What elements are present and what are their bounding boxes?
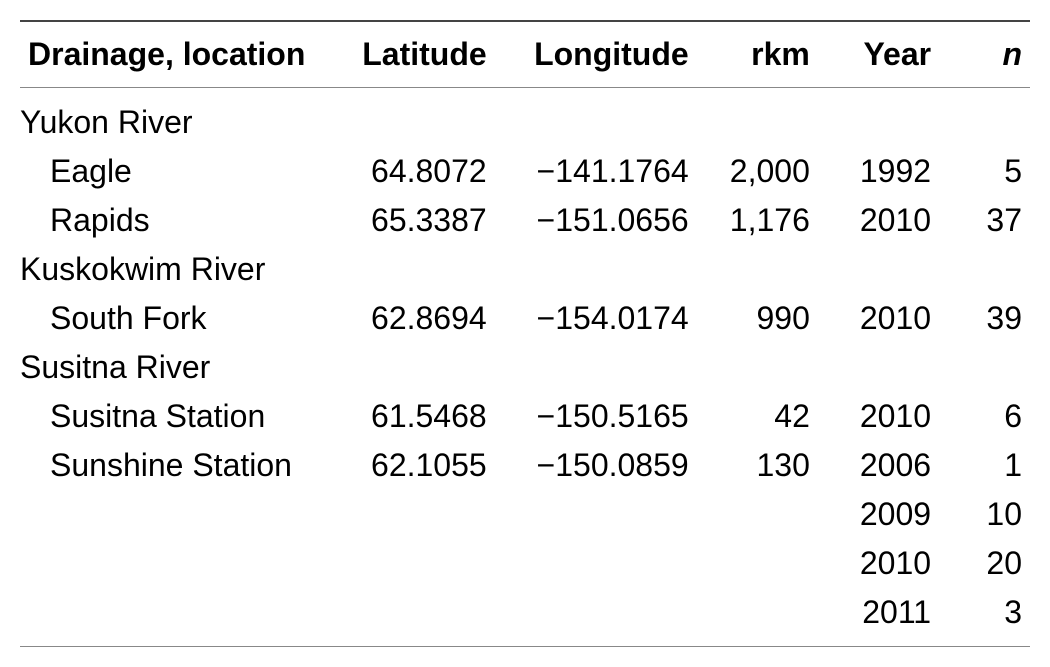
table-body: Yukon River Eagle 64.8072 −141.1764 2,00… (20, 88, 1030, 647)
col-header-year: Year (818, 21, 939, 88)
col-header-n: n (939, 21, 1030, 88)
table-row: Eagle 64.8072 −141.1764 2,000 1992 5 (20, 147, 1030, 196)
cell-year: 2010 (818, 392, 939, 441)
table-row: 2011 3 (20, 588, 1030, 637)
cell-n: 6 (939, 392, 1030, 441)
cell-longitude (495, 588, 697, 637)
cell-location (20, 588, 333, 637)
cell-latitude: 62.8694 (333, 294, 495, 343)
table-header: Drainage, location Latitude Longitude rk… (20, 21, 1030, 88)
cell-latitude: 62.1055 (333, 441, 495, 490)
table-row: Sunshine Station 62.1055 −150.0859 130 2… (20, 441, 1030, 490)
table-row: Susitna Station 61.5468 −150.5165 42 201… (20, 392, 1030, 441)
col-header-location: Drainage, location (20, 21, 333, 88)
cell-location: South Fork (20, 294, 333, 343)
col-header-latitude: Latitude (333, 21, 495, 88)
cell-n: 10 (939, 490, 1030, 539)
cell-rkm: 130 (697, 441, 818, 490)
data-table-container: Drainage, location Latitude Longitude rk… (20, 20, 1030, 647)
spacer-row (20, 88, 1030, 98)
cell-latitude: 61.5468 (333, 392, 495, 441)
cell-year: 1992 (818, 147, 939, 196)
cell-latitude: 65.3387 (333, 196, 495, 245)
spacer-row (20, 637, 1030, 647)
cell-n: 39 (939, 294, 1030, 343)
cell-location: Eagle (20, 147, 333, 196)
table-row: 2009 10 (20, 490, 1030, 539)
cell-rkm (697, 588, 818, 637)
cell-rkm: 2,000 (697, 147, 818, 196)
cell-rkm (697, 539, 818, 588)
cell-latitude: 64.8072 (333, 147, 495, 196)
cell-rkm (697, 490, 818, 539)
data-table: Drainage, location Latitude Longitude rk… (20, 20, 1030, 647)
cell-n: 37 (939, 196, 1030, 245)
table-group-row: Yukon River (20, 98, 1030, 147)
cell-longitude: −150.5165 (495, 392, 697, 441)
table-row: South Fork 62.8694 −154.0174 990 2010 39 (20, 294, 1030, 343)
cell-longitude (495, 539, 697, 588)
cell-longitude: −141.1764 (495, 147, 697, 196)
cell-location (20, 490, 333, 539)
cell-n: 1 (939, 441, 1030, 490)
group-label: Yukon River (20, 98, 1030, 147)
cell-latitude (333, 539, 495, 588)
table-row: Rapids 65.3387 −151.0656 1,176 2010 37 (20, 196, 1030, 245)
cell-year: 2011 (818, 588, 939, 637)
table-row: 2010 20 (20, 539, 1030, 588)
table-group-row: Susitna River (20, 343, 1030, 392)
cell-rkm: 990 (697, 294, 818, 343)
cell-latitude (333, 588, 495, 637)
cell-longitude: −154.0174 (495, 294, 697, 343)
group-label: Susitna River (20, 343, 1030, 392)
cell-location (20, 539, 333, 588)
table-group-row: Kuskokwim River (20, 245, 1030, 294)
cell-year: 2010 (818, 294, 939, 343)
cell-year: 2009 (818, 490, 939, 539)
cell-n: 20 (939, 539, 1030, 588)
cell-n: 3 (939, 588, 1030, 637)
cell-year: 2006 (818, 441, 939, 490)
cell-n: 5 (939, 147, 1030, 196)
cell-year: 2010 (818, 196, 939, 245)
cell-longitude: −150.0859 (495, 441, 697, 490)
col-header-rkm: rkm (697, 21, 818, 88)
cell-location: Sunshine Station (20, 441, 333, 490)
cell-latitude (333, 490, 495, 539)
cell-location: Rapids (20, 196, 333, 245)
cell-rkm: 42 (697, 392, 818, 441)
cell-rkm: 1,176 (697, 196, 818, 245)
cell-year: 2010 (818, 539, 939, 588)
col-header-longitude: Longitude (495, 21, 697, 88)
cell-location: Susitna Station (20, 392, 333, 441)
table-header-row: Drainage, location Latitude Longitude rk… (20, 21, 1030, 88)
group-label: Kuskokwim River (20, 245, 1030, 294)
cell-longitude (495, 490, 697, 539)
cell-longitude: −151.0656 (495, 196, 697, 245)
